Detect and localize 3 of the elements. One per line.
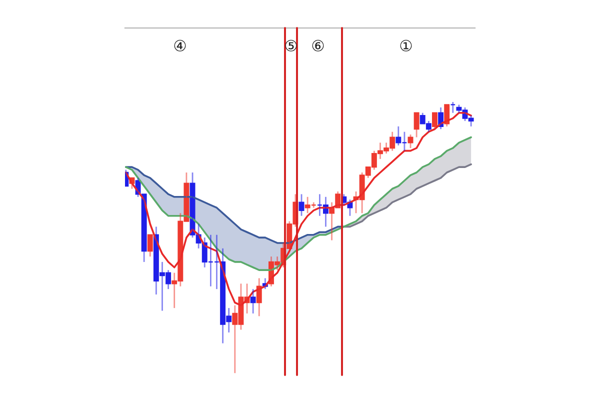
text: ④ <box>174 40 186 52</box>
text: ① <box>400 40 412 52</box>
text: ⑥ <box>312 40 324 52</box>
